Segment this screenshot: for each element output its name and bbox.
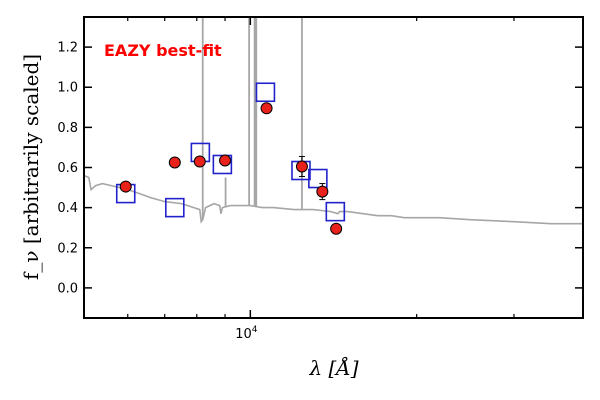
sed-line	[84, 174, 583, 225]
model-photometry-point	[325, 201, 346, 222]
y-tick-label: 0.4	[57, 201, 78, 216]
model-photometry-point	[165, 197, 185, 218]
plot-frame	[83, 16, 584, 319]
y-tick-label: 0.6	[57, 161, 78, 176]
x-axis-label: λ [Å]	[308, 355, 358, 380]
y-tick-label: 0.8	[57, 121, 78, 136]
observed-point	[219, 154, 232, 167]
model-photometry-point	[255, 82, 276, 103]
observed-point	[316, 185, 329, 198]
observed-point	[260, 102, 273, 115]
y-tick-label: 1.2	[57, 41, 78, 56]
annotation-label: EAZY best-fit	[104, 41, 222, 60]
y-tick-label: 1.0	[57, 81, 78, 96]
y-axis-label: f_ν [arbitrarily scaled]	[19, 54, 43, 280]
x-tick-label-exponent: 4	[252, 325, 258, 335]
x-tick-label: 104	[235, 325, 258, 342]
observed-point	[119, 180, 132, 193]
plot-content	[84, 17, 583, 235]
observed-point	[330, 222, 343, 235]
observed-point	[193, 155, 206, 168]
y-tick-label: 0.2	[57, 241, 78, 256]
observed-point	[295, 160, 308, 173]
model-photometry-point	[308, 168, 328, 189]
tick-layer: 0.0 0.2 0.4 0.6 0.8 1.0 1.2 104	[57, 17, 583, 342]
y-tick-label: 0.0	[57, 281, 78, 296]
observed-point	[168, 156, 181, 169]
